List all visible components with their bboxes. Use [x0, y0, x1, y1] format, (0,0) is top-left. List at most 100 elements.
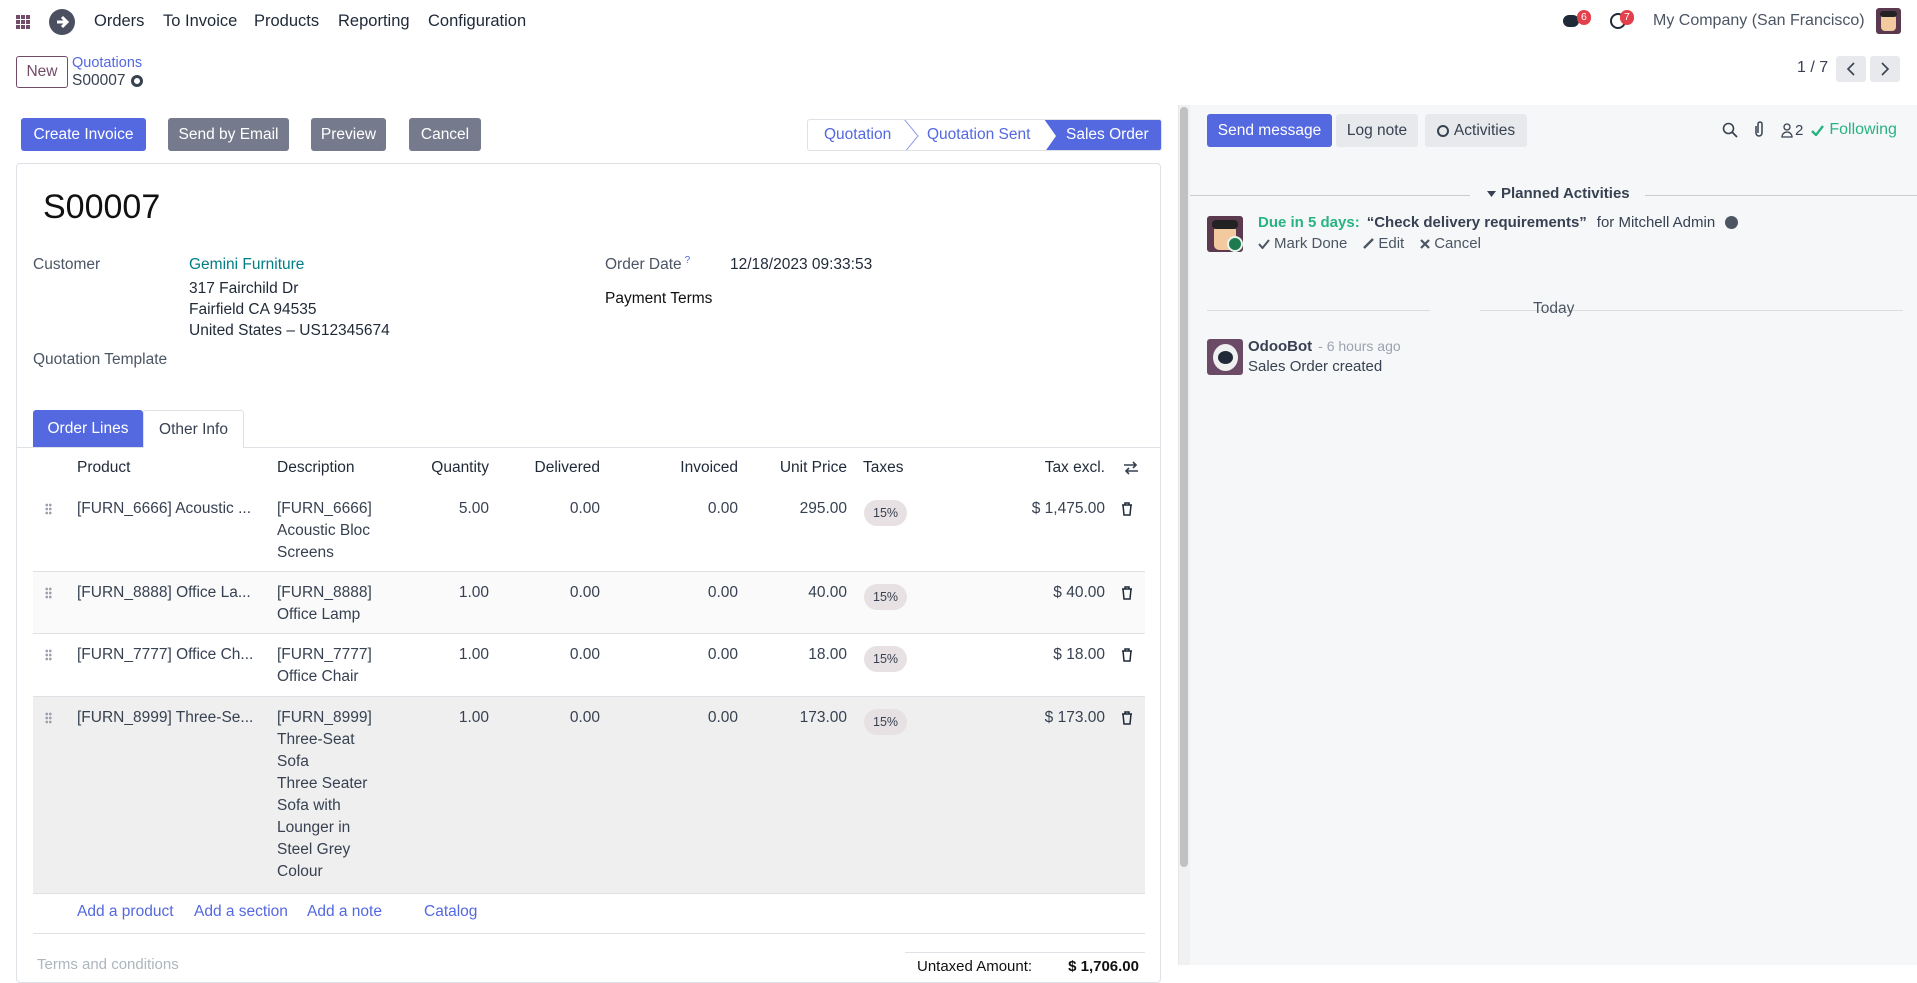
- col-tax-excl[interactable]: Tax excl.: [1044, 459, 1105, 476]
- description-line[interactable]: Colour: [277, 863, 323, 880]
- delivered-cell[interactable]: 0.00: [569, 646, 600, 663]
- planned-activities-toggle[interactable]: Planned Activities: [1487, 185, 1630, 202]
- unit-price-cell[interactable]: 40.00: [808, 584, 847, 601]
- description-line[interactable]: Screens: [277, 544, 334, 561]
- cancel-order-button[interactable]: Cancel: [409, 118, 481, 151]
- col-product[interactable]: Product: [77, 459, 131, 476]
- form-scrollbar-thumb[interactable]: [1180, 107, 1188, 867]
- order-date-help-icon[interactable]: ?: [684, 255, 691, 266]
- description-line[interactable]: Lounger in: [277, 819, 351, 836]
- description-line[interactable]: Office Lamp: [277, 606, 361, 623]
- edit-activity-button[interactable]: Edit: [1363, 235, 1404, 252]
- status-sales-order[interactable]: Sales Order: [1044, 120, 1161, 150]
- menu-to-invoice[interactable]: To Invoice: [163, 12, 238, 30]
- log-note-button[interactable]: Log note: [1336, 114, 1418, 147]
- quantity-cell[interactable]: 1.00: [458, 709, 489, 726]
- sales-app-icon[interactable]: [49, 9, 75, 35]
- description-line[interactable]: Office Chair: [277, 668, 359, 685]
- drag-handle-icon[interactable]: [45, 649, 52, 661]
- description-line[interactable]: [FURN_8999]: [277, 709, 372, 726]
- send-by-email-button[interactable]: Send by Email: [168, 118, 289, 151]
- col-description[interactable]: Description: [277, 459, 355, 476]
- pager-next-button[interactable]: [1870, 56, 1900, 82]
- add-note-link[interactable]: Add a note: [307, 903, 382, 920]
- add-section-link[interactable]: Add a section: [194, 903, 288, 920]
- col-quantity[interactable]: Quantity: [431, 459, 489, 476]
- description-line[interactable]: Sofa: [277, 753, 309, 770]
- drag-handle-icon[interactable]: [45, 503, 52, 515]
- product-cell[interactable]: [FURN_6666] Acoustic ...: [77, 500, 252, 517]
- add-product-link[interactable]: Add a product: [77, 903, 174, 920]
- message-author[interactable]: OdooBot: [1248, 338, 1313, 355]
- unit-price-cell[interactable]: 295.00: [799, 500, 847, 517]
- description-line[interactable]: Three-Seat: [277, 731, 355, 748]
- delivered-cell[interactable]: 0.00: [569, 500, 600, 517]
- col-unit-price[interactable]: Unit Price: [779, 459, 847, 476]
- preview-button[interactable]: Preview: [311, 118, 386, 151]
- customer-link[interactable]: Gemini Furniture: [189, 256, 305, 273]
- tax-badge[interactable]: 15%: [864, 646, 908, 672]
- activities-button[interactable]: Activities: [1425, 114, 1527, 147]
- col-invoiced[interactable]: Invoiced: [680, 459, 738, 476]
- menu-configuration[interactable]: Configuration: [428, 12, 527, 30]
- catalog-link[interactable]: Catalog: [424, 903, 478, 920]
- col-delivered[interactable]: Delivered: [534, 459, 600, 476]
- breadcrumb-quotations[interactable]: Quotations: [72, 55, 143, 71]
- description-line[interactable]: Sofa with: [277, 797, 341, 814]
- product-cell[interactable]: [FURN_7777] Office Ch...: [77, 646, 254, 663]
- tax-badge[interactable]: 15%: [864, 709, 908, 735]
- description-line[interactable]: [FURN_7777]: [277, 646, 372, 663]
- followers-button[interactable]: 2: [1781, 122, 1803, 139]
- description-line[interactable]: Three Seater: [277, 775, 368, 792]
- messages-icon[interactable]: [1563, 15, 1579, 27]
- delete-row-trash-icon[interactable]: [1121, 711, 1133, 725]
- cancel-activity-button[interactable]: Cancel: [1420, 235, 1481, 252]
- send-message-button[interactable]: Send message: [1207, 114, 1332, 147]
- tax-badge[interactable]: 15%: [864, 500, 908, 526]
- menu-products[interactable]: Products: [254, 12, 320, 30]
- order-date-value[interactable]: 12/18/2023 09:33:53: [730, 256, 873, 273]
- tab-other-info[interactable]: Other Info: [143, 410, 244, 448]
- product-cell[interactable]: [FURN_8888] Office La...: [77, 584, 251, 601]
- tab-order-lines[interactable]: Order Lines: [33, 410, 143, 447]
- menu-reporting[interactable]: Reporting: [338, 12, 410, 30]
- delete-row-trash-icon[interactable]: [1121, 586, 1133, 600]
- delete-row-trash-icon[interactable]: [1121, 502, 1133, 516]
- status-quotation-sent[interactable]: Quotation Sent: [927, 126, 1031, 143]
- mark-done-button[interactable]: Mark Done: [1258, 235, 1347, 252]
- table-row[interactable]: [33, 488, 1145, 572]
- company-switcher[interactable]: My Company (San Francisco): [1653, 12, 1865, 29]
- search-messages-icon[interactable]: [1722, 122, 1738, 138]
- table-row[interactable]: [33, 634, 1145, 697]
- pager-value[interactable]: 1 / 7: [1797, 59, 1829, 76]
- unit-price-cell[interactable]: 173.00: [799, 709, 847, 726]
- delivered-cell[interactable]: 0.00: [569, 584, 600, 601]
- quantity-cell[interactable]: 1.00: [458, 584, 489, 601]
- quantity-cell[interactable]: 5.00: [458, 500, 489, 517]
- attachments-paperclip-icon[interactable]: [1752, 120, 1766, 138]
- new-button[interactable]: New: [16, 56, 68, 88]
- create-invoice-button[interactable]: Create Invoice: [21, 118, 146, 151]
- record-settings-gear-icon[interactable]: [131, 75, 144, 87]
- following-button[interactable]: Following: [1811, 121, 1897, 139]
- description-line[interactable]: [FURN_6666]: [277, 500, 372, 517]
- user-avatar[interactable]: [1876, 8, 1901, 34]
- apps-menu-icon[interactable]: [16, 15, 30, 29]
- col-taxes[interactable]: Taxes: [863, 459, 904, 476]
- delete-row-trash-icon[interactable]: [1121, 648, 1133, 662]
- delivered-cell[interactable]: 0.00: [569, 709, 600, 726]
- table-row[interactable]: [33, 572, 1145, 634]
- status-quotation[interactable]: Quotation: [824, 126, 892, 143]
- product-cell[interactable]: [FURN_8999] Three-Se...: [77, 709, 254, 726]
- menu-orders[interactable]: Orders: [94, 12, 145, 30]
- description-line[interactable]: Acoustic Bloc: [277, 522, 371, 539]
- optional-columns-toggle-icon[interactable]: [1123, 461, 1139, 475]
- pager-previous-button[interactable]: [1836, 56, 1866, 82]
- activity-info-icon[interactable]: [1725, 216, 1739, 229]
- table-row[interactable]: [33, 697, 1145, 894]
- tax-badge[interactable]: 15%: [864, 584, 908, 610]
- unit-price-cell[interactable]: 18.00: [808, 646, 847, 663]
- drag-handle-icon[interactable]: [45, 712, 52, 724]
- drag-handle-icon[interactable]: [45, 587, 52, 599]
- quantity-cell[interactable]: 1.00: [458, 646, 489, 663]
